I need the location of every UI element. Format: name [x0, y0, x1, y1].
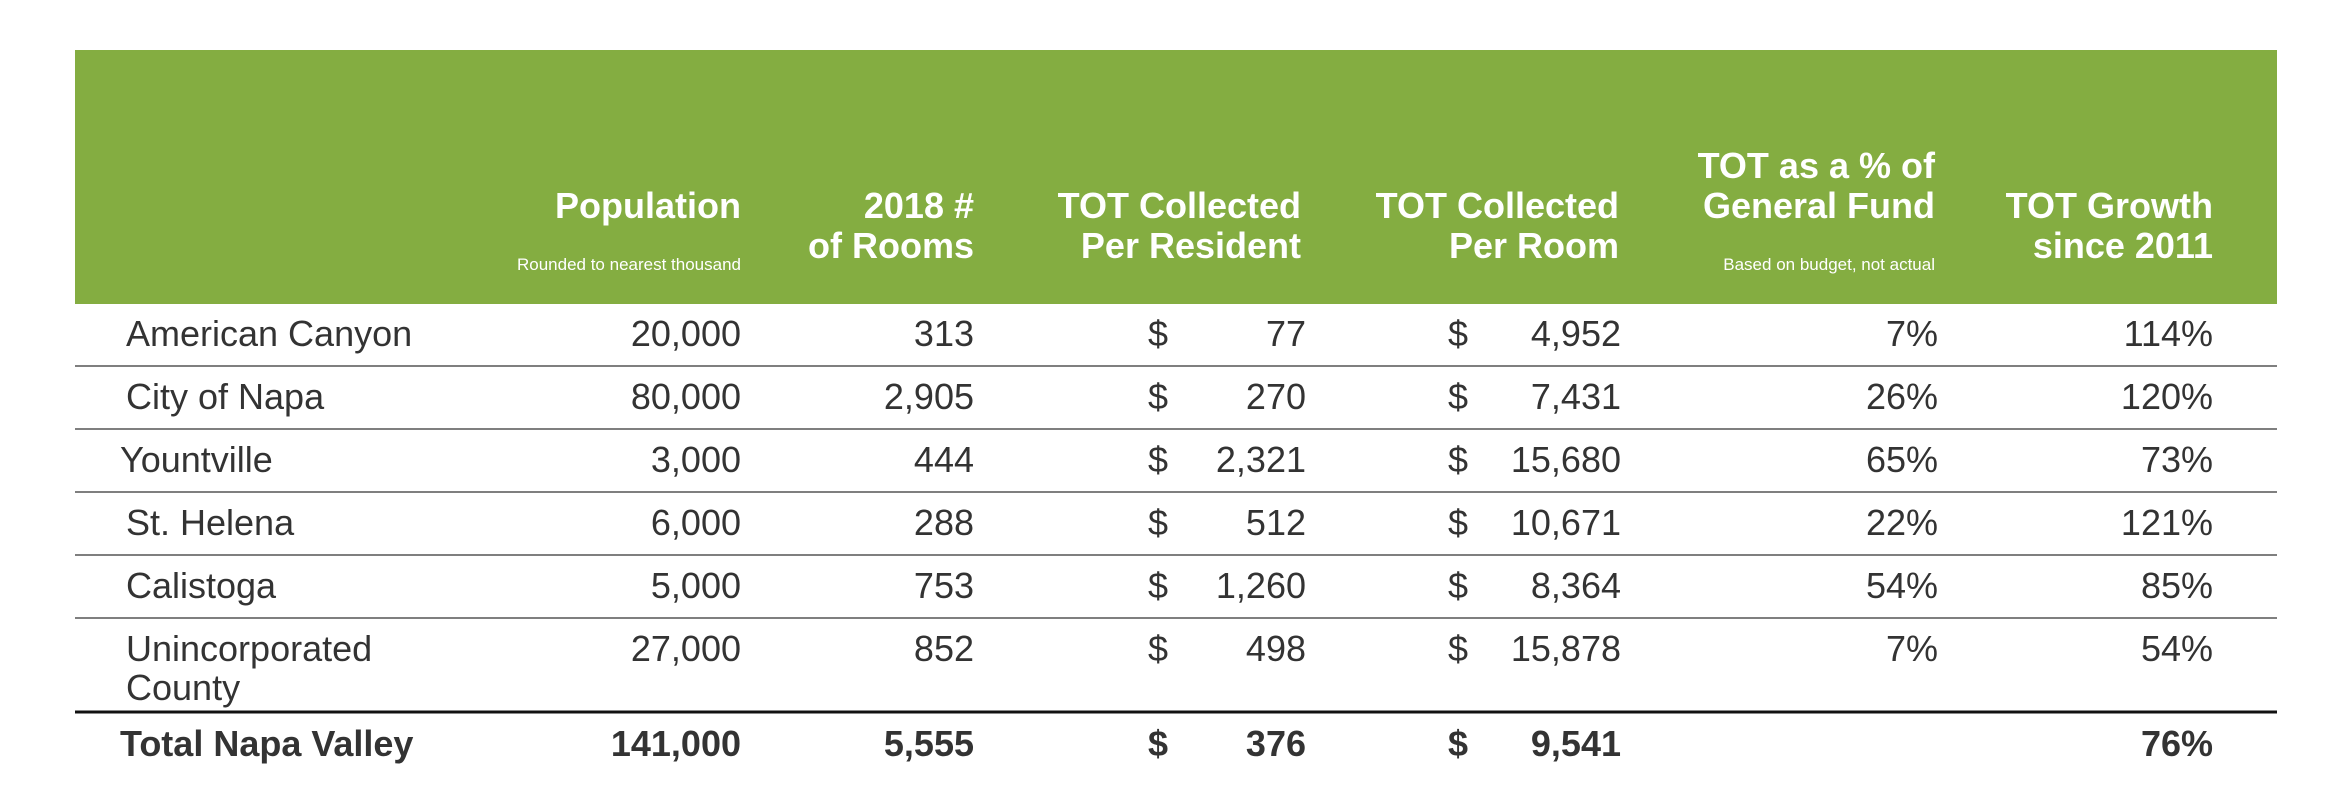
cell: 54% — [1866, 565, 1938, 606]
cell: 7% — [1886, 313, 1938, 354]
column-subtitle: Rounded to nearest thousand — [517, 255, 741, 274]
cell: $ — [1448, 723, 1468, 764]
cell: $ — [1148, 723, 1168, 764]
cell: 7% — [1886, 628, 1938, 669]
column-header: General Fund — [1703, 185, 1935, 226]
column-header: of Rooms — [808, 225, 974, 266]
cell: $ — [1148, 376, 1168, 417]
cell: 376 — [1246, 723, 1306, 764]
cell: $ — [1148, 628, 1168, 669]
row-label: St. Helena — [126, 502, 295, 543]
column-header: TOT Collected — [1058, 185, 1301, 226]
cell: 288 — [914, 502, 974, 543]
cell: 114% — [2124, 313, 2213, 354]
cell: $ — [1148, 565, 1168, 606]
cell: 512 — [1246, 502, 1306, 543]
cell: 20,000 — [631, 313, 741, 354]
cell: 6,000 — [651, 502, 741, 543]
cell: 76% — [2141, 723, 2213, 764]
cell: 121% — [2121, 502, 2213, 543]
cell: 4,952 — [1531, 313, 1621, 354]
cell: 9,541 — [1531, 723, 1621, 764]
cell: 8,364 — [1531, 565, 1621, 606]
cell: 2,905 — [884, 376, 974, 417]
cell: 2,321 — [1216, 439, 1306, 480]
column-header: Per Room — [1449, 225, 1619, 266]
cell: $ — [1148, 502, 1168, 543]
cell: 7,431 — [1531, 376, 1621, 417]
cell: 27,000 — [631, 628, 741, 669]
cell: 22% — [1866, 502, 1938, 543]
row-label: Yountville — [120, 439, 273, 480]
cell: $ — [1448, 439, 1468, 480]
cell: 65% — [1866, 439, 1938, 480]
cell: 73% — [2141, 439, 2213, 480]
cell: 77 — [1266, 313, 1306, 354]
cell: 54% — [2141, 628, 2213, 669]
column-header: Per Resident — [1081, 225, 1301, 266]
column-header: TOT Growth — [2006, 185, 2213, 226]
cell: 3,000 — [651, 439, 741, 480]
cell: 444 — [914, 439, 974, 480]
cell: 5,555 — [884, 723, 974, 764]
cell: 498 — [1246, 628, 1306, 669]
cell: 313 — [914, 313, 974, 354]
row-label: American Canyon — [126, 313, 412, 354]
cell: 270 — [1246, 376, 1306, 417]
column-subtitle: Based on budget, not actual — [1723, 255, 1935, 274]
cell: $ — [1148, 313, 1168, 354]
cell: 85% — [2141, 565, 2213, 606]
column-header: Population — [555, 185, 741, 226]
cell: $ — [1448, 565, 1468, 606]
cell: 753 — [914, 565, 974, 606]
cell: 15,680 — [1511, 439, 1621, 480]
row-label: County — [126, 667, 240, 708]
column-header: TOT Collected — [1376, 185, 1619, 226]
column-header: since 2011 — [2033, 225, 2213, 266]
cell: 1,260 — [1216, 565, 1306, 606]
cell: 120% — [2121, 376, 2213, 417]
column-header: 2018 # — [864, 185, 974, 226]
cell: 5,000 — [651, 565, 741, 606]
cell: $ — [1448, 502, 1468, 543]
cell: 15,878 — [1511, 628, 1621, 669]
cell: 852 — [914, 628, 974, 669]
column-header: TOT as a % of — [1698, 145, 1936, 186]
row-label: City of Napa — [126, 376, 325, 417]
cell: 10,671 — [1511, 502, 1621, 543]
cell: $ — [1448, 313, 1468, 354]
row-label: Calistoga — [126, 565, 277, 606]
row-label: Total Napa Valley — [120, 723, 413, 764]
header-band — [75, 50, 2277, 304]
cell: 26% — [1866, 376, 1938, 417]
cell: $ — [1448, 376, 1468, 417]
cell: $ — [1448, 628, 1468, 669]
cell: $ — [1148, 439, 1168, 480]
cell: 141,000 — [611, 723, 741, 764]
row-label: Unincorporated — [126, 628, 372, 669]
cell: 80,000 — [631, 376, 741, 417]
